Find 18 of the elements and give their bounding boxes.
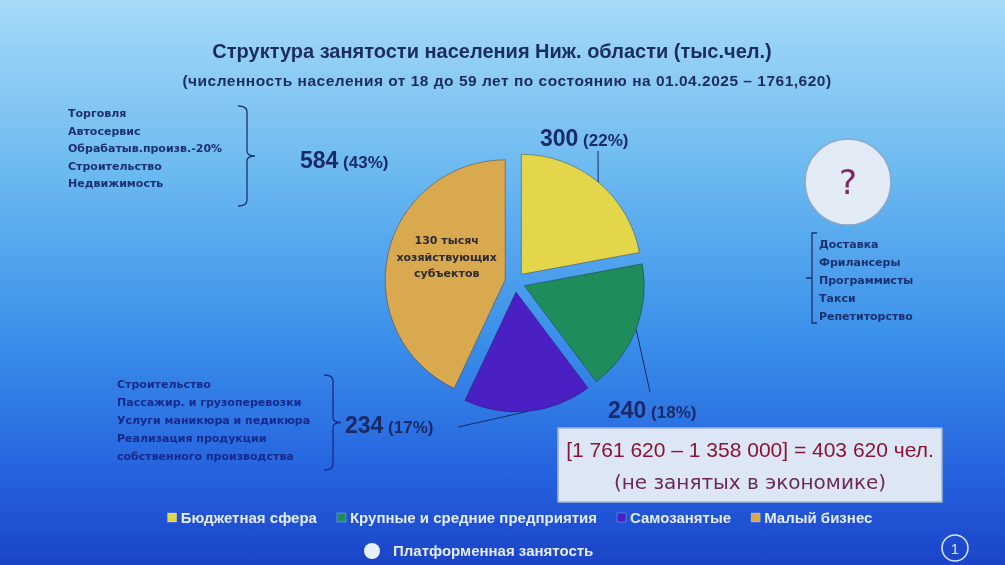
data-label: 234 (17%): [345, 412, 434, 438]
legend-label: Крупные и средние предприятия: [349, 509, 597, 526]
text: 130 тысяч хозяйствующих субъектов: [396, 234, 497, 281]
legend-label: Самозанятые: [629, 509, 732, 526]
chart-subtitle: (численность населения от 18 до 59 лет по состоянию на 01.04.2025 – 1761,620): [182, 72, 832, 89]
chart-title: Структура занятости населения Ниж. области (тыс.чел.): [212, 40, 772, 62]
text: Строительство Пассажир. и грузоперевозки Услуги маникюра и педикюра Реализация продукции собственного производства: [117, 378, 311, 463]
text: [1 761 620 – 1 358 000] = 403 620 чел. (не занятых в экономике): [566, 438, 934, 494]
text: ?: [838, 162, 858, 202]
legend-label: Бюджетная сфера: [180, 509, 318, 526]
data-label: 584 (43%): [300, 147, 389, 173]
legend-label: Малый бизнес: [764, 509, 873, 526]
data-label: 300 (22%): [540, 125, 629, 151]
text: 1: [950, 540, 960, 557]
data-label: 240 (18%): [608, 397, 697, 423]
text: Торговля Автосервис Обрабатыв.произв.-20% Строительство Недвижимость: [68, 107, 223, 190]
text: Платформенная занятость: [393, 542, 594, 559]
text: Доставка Фрилансеры Программисты Такси Репетиторство: [819, 238, 914, 323]
